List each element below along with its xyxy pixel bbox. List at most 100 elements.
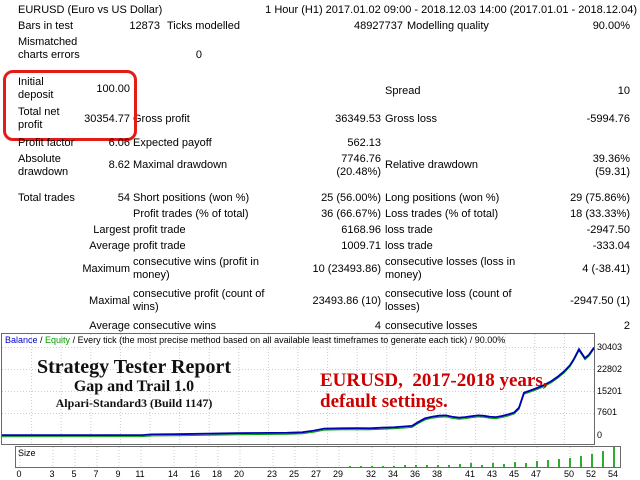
x-axis-tick: 7 (93, 469, 99, 479)
profit-trades-label: Profit trades (% of total) (133, 208, 249, 220)
expected-payoff-label: Expected payoff (133, 137, 212, 149)
x-axis-tick: 41 (464, 469, 475, 479)
largest-loss-trade-label: loss trade (385, 224, 433, 236)
total-trades-label: Total trades (18, 192, 75, 204)
maximal-consecutive-loss-label: consecutive loss (count of losses) (385, 288, 512, 313)
red-annotation-text: EURUSD, 2017-2018 years, default settings… (320, 370, 547, 412)
maximal-drawdown-label: Maximal drawdown (133, 159, 228, 171)
balance-line (2, 346, 594, 437)
x-axis-tick: 11 (135, 469, 145, 479)
relative-drawdown-label: Relative drawdown (385, 159, 478, 171)
profit-trades-value: 36 (66.67%) (321, 208, 381, 220)
loss-trades-label: Loss trades (% of total) (385, 208, 499, 220)
short-positions-value: 25 (56.00%) (321, 192, 381, 204)
x-axis-tick: 16 (189, 469, 200, 479)
watermark-broker-build: Alpari-Standard3 (Build 1147) (55, 396, 213, 410)
bars-in-test-value: 12873 (129, 20, 160, 32)
maximal-consecutive-loss-value: -2947.50 (1) (570, 295, 630, 307)
spread-label: Spread (385, 85, 421, 97)
x-axis-tick: 20 (233, 469, 244, 479)
total-net-profit-label: Total net profit (18, 106, 60, 131)
maximal-consecutive-profit-label: consecutive profit (count of wins) (133, 288, 265, 313)
avg-consecutive-losses-value: 2 (623, 320, 630, 332)
bars-in-test-label: Bars in test (18, 20, 74, 32)
ticks-modelled-label: Ticks modelled (167, 20, 240, 32)
maximal-label: Maximal (89, 295, 130, 307)
average-loss-trade-value: -333.04 (592, 240, 630, 252)
y-axis-tick: 7601 (597, 407, 618, 418)
profit-factor-label: Profit factor (18, 137, 75, 149)
equity-line (2, 348, 594, 438)
x-axis-tick: 52 (585, 469, 596, 479)
max-consecutive-wins-label: consecutive wins (profit in money) (133, 256, 259, 281)
x-axis-tick: 14 (167, 469, 178, 479)
x-axis-tick: 50 (563, 469, 574, 479)
largest-label: Largest (93, 224, 130, 236)
legend-method: / Every tick (the most precise method ba… (70, 335, 506, 345)
total-net-profit-value: 30354.77 (84, 113, 130, 125)
avg-consecutive-losses-label: consecutive losses (385, 320, 478, 332)
gross-profit-value: 36349.53 (335, 113, 381, 125)
profit-factor-value: 6.06 (108, 137, 130, 149)
y-axis-tick: 0 (597, 429, 603, 440)
x-axis-tick: 29 (332, 469, 343, 479)
absolute-drawdown-label: Absolute drawdown (18, 153, 69, 178)
x-axis-tick: 47 (530, 469, 541, 479)
size-bars (19, 447, 615, 467)
test-period: 1 Hour (H1) 2017.01.02 09:00 - 2018.12.0… (265, 4, 637, 16)
annotation-line1: EURUSD, 2017-2018 years, (320, 370, 548, 391)
x-axis-tick: 9 (115, 469, 121, 479)
average-consecutive-label: Average (89, 320, 130, 332)
spread-value: 10 (617, 85, 630, 97)
watermark-ea-name: Gap and Trail 1.0 (73, 378, 195, 395)
legend-equity: Equity (45, 335, 71, 345)
maximal-drawdown-value: 7746.76 (20.48%) (336, 153, 381, 178)
balance-chart-panel: Balance / Equity / Every tick (the most … (1, 333, 595, 445)
legend-balance: Balance (5, 335, 38, 345)
x-axis-tick: 38 (431, 469, 442, 479)
x-axis-tick: 18 (211, 469, 222, 479)
x-axis-tick: 34 (387, 469, 398, 479)
largest-loss-trade-value: -2947.50 (586, 224, 630, 236)
chart-legend: Balance / Equity / Every tick (the most … (5, 335, 505, 346)
maximum-label: Maximum (82, 263, 130, 275)
gross-profit-label: Gross profit (133, 113, 190, 125)
avg-consecutive-wins-value: 4 (374, 320, 381, 332)
x-axis-tick: 27 (310, 469, 321, 479)
legend-separator: / (37, 335, 46, 345)
modelling-quality-value: 90.00% (592, 20, 630, 32)
x-axis-tick: 0 (16, 469, 22, 479)
modelling-quality-label: Modelling quality (407, 20, 489, 32)
x-axis-tick: 25 (288, 469, 299, 479)
tester-watermark: Strategy Tester Report Gap and Trail 1.0… (20, 356, 248, 410)
expected-payoff-value: 562.13 (347, 137, 381, 149)
x-axis-tick: 36 (409, 469, 420, 479)
x-axis-tick: 3 (49, 469, 55, 479)
mismatched-charts-label: Mismatched charts errors (18, 36, 80, 61)
balance-curve (2, 334, 594, 444)
red-highlight-box (3, 70, 137, 141)
max-consecutive-losses-label: consecutive losses (loss in money) (385, 256, 516, 281)
gross-loss-value: -5994.76 (586, 113, 630, 125)
x-axis-tick: 32 (365, 469, 376, 479)
max-consecutive-wins-value: 10 (23493.86) (312, 263, 382, 275)
size-panel-label: Size (18, 448, 36, 458)
y-axis-tick: 22802 (597, 363, 623, 374)
maximal-consecutive-profit-value: 23493.86 (10) (312, 295, 382, 307)
largest-profit-trade-value: 6168.96 (341, 224, 381, 236)
long-positions-value: 29 (75.86%) (570, 192, 630, 204)
x-axis-tick: 54 (607, 469, 618, 479)
average-loss-trade-label: loss trade (385, 240, 433, 252)
absolute-drawdown-value: 8.62 (108, 159, 130, 171)
max-consecutive-losses-value: 4 (-38.41) (582, 263, 630, 275)
initial-deposit-label: Initial deposit (18, 76, 54, 101)
loss-trades-value: 18 (33.33%) (570, 208, 630, 220)
symbol-name: EURUSD (Euro vs US Dollar) (18, 4, 163, 16)
largest-profit-trade-label: profit trade (133, 224, 186, 236)
average-profit-trade-label: profit trade (133, 240, 186, 252)
long-positions-label: Long positions (won %) (385, 192, 500, 204)
short-positions-label: Short positions (won %) (133, 192, 250, 204)
mismatched-charts-value: 0 (195, 49, 202, 61)
watermark-title: Strategy Tester Report (36, 356, 232, 378)
